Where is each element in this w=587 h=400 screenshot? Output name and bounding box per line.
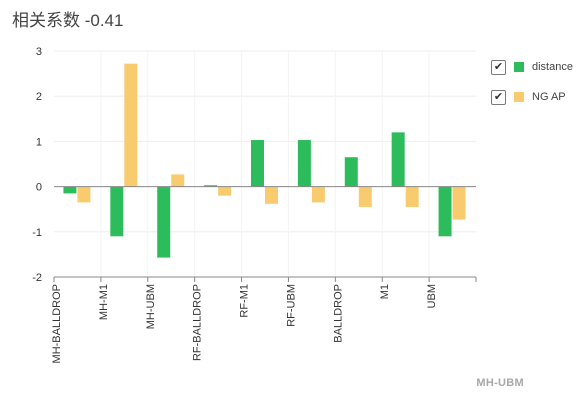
chart-title: 相关系数 -0.41 <box>12 11 124 30</box>
y-tick-label: 0 <box>36 182 42 194</box>
bar-distance <box>391 132 405 187</box>
bar-distance <box>157 186 171 258</box>
bar-ng-ap <box>265 186 278 204</box>
y-tick-label: 1 <box>36 136 42 148</box>
legend-swatch-ng-ap <box>514 92 524 102</box>
legend: ✔ distance ✔ NG AP <box>491 58 573 118</box>
x-tick-label: RF-BALLDROP <box>192 284 204 361</box>
bar-ng-ap <box>124 63 138 187</box>
bar-ng-ap <box>452 186 466 220</box>
legend-label: NG AP <box>532 91 566 103</box>
x-tick-label: RF-UBM <box>285 284 297 327</box>
bar-distance <box>438 186 452 237</box>
bar-ng-ap <box>77 186 91 203</box>
bar-ng-ap <box>218 186 232 196</box>
bar-distance <box>63 186 77 194</box>
checkbox-icon[interactable]: ✔ <box>491 59 506 75</box>
bar-ng-ap <box>311 186 325 203</box>
bar-ng-ap <box>171 174 185 187</box>
legend-item-ng-ap[interactable]: ✔ NG AP <box>491 88 573 106</box>
x-tick-label: MH-M1 <box>98 284 110 320</box>
x-tick-label: UBM <box>426 284 438 308</box>
bar-distance <box>110 186 124 237</box>
y-tick-label: 3 <box>36 46 42 58</box>
y-tick-label: -1 <box>32 227 42 239</box>
x-tick-label: BALLDROP <box>332 284 344 343</box>
footer-label: MH-UBM <box>476 377 524 389</box>
bar-distance <box>251 140 264 187</box>
x-tick-label: M1 <box>379 284 391 299</box>
legend-swatch-distance <box>514 62 524 72</box>
bar-ng-ap <box>358 186 372 207</box>
x-tick-label: MH-UBM <box>145 284 157 329</box>
y-tick-label: 2 <box>36 91 42 103</box>
bar-distance <box>297 140 311 187</box>
x-tick-label: RF-M1 <box>239 284 251 318</box>
bar-distance <box>204 185 218 187</box>
bar-distance <box>344 157 358 187</box>
x-tick-label: MH-BALLDROP <box>51 284 63 363</box>
bar-ng-ap <box>405 186 419 207</box>
legend-item-distance[interactable]: ✔ distance <box>491 58 573 76</box>
legend-label: distance <box>532 61 573 73</box>
y-tick-label: -2 <box>32 272 42 284</box>
checkbox-icon[interactable]: ✔ <box>491 89 506 105</box>
